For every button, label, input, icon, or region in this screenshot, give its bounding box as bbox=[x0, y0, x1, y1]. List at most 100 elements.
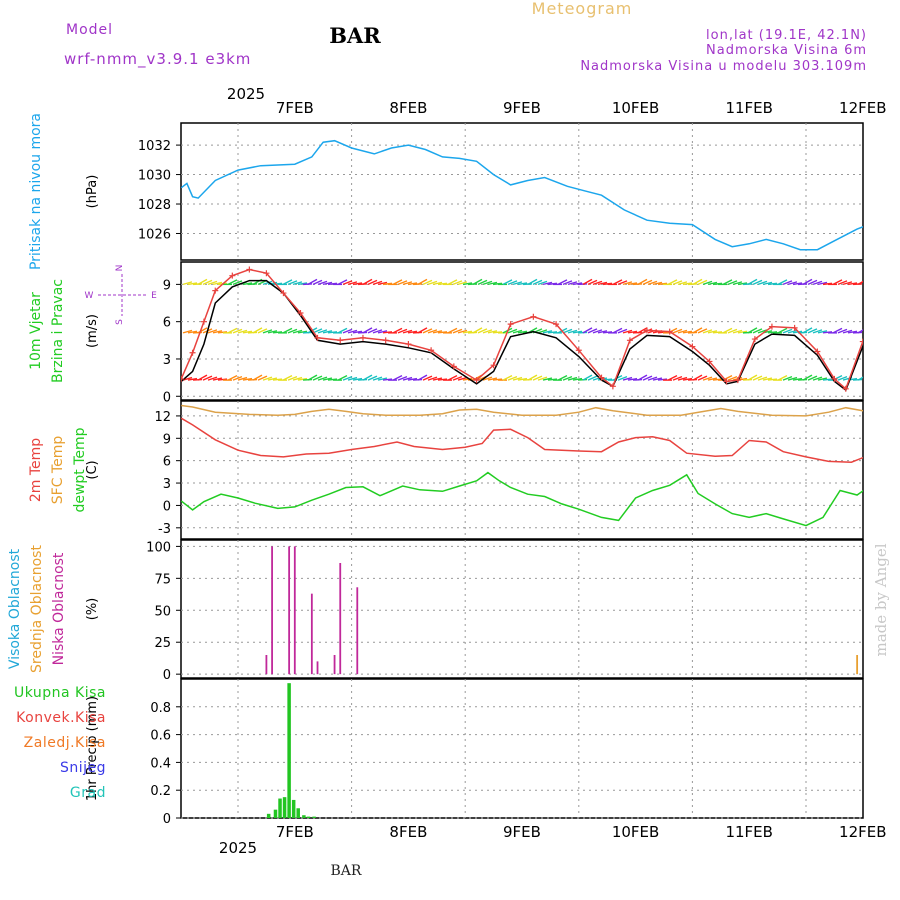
wind-barb bbox=[857, 280, 863, 285]
wind-barb bbox=[187, 377, 198, 381]
wind-barb bbox=[502, 374, 513, 381]
wind-barb bbox=[267, 377, 278, 381]
wind-barb bbox=[457, 376, 468, 381]
wind-barb bbox=[652, 377, 663, 381]
pressure-side-label: Pritisak na nivou mora bbox=[28, 113, 44, 270]
clouds-bar bbox=[316, 661, 319, 675]
wind-barb bbox=[572, 282, 583, 286]
wind-barb bbox=[807, 328, 818, 334]
wind-barb bbox=[272, 378, 283, 381]
wind-barb bbox=[377, 281, 388, 286]
temperature-series-2 bbox=[181, 471, 863, 527]
wind-barb bbox=[632, 331, 643, 334]
wind-barb bbox=[597, 330, 608, 334]
wind-barb bbox=[437, 331, 448, 334]
y-tick-label: 1030 bbox=[138, 169, 171, 184]
precip-bar bbox=[278, 798, 282, 818]
wind-barb bbox=[777, 327, 788, 334]
y-tick-label: 1026 bbox=[138, 227, 171, 242]
gust-marker bbox=[263, 270, 270, 277]
bottom-date-label: 10FEB bbox=[612, 823, 659, 841]
temperature-series-0 bbox=[181, 404, 863, 417]
gust-marker bbox=[723, 378, 730, 385]
wind-barb bbox=[697, 375, 708, 381]
wind-barb bbox=[342, 375, 353, 381]
wind-barb bbox=[537, 329, 548, 334]
wind-barb bbox=[447, 374, 458, 381]
temperature-side-label: dewpt Temp bbox=[72, 427, 88, 512]
wind-barb bbox=[367, 328, 378, 334]
wind-barb bbox=[297, 330, 308, 334]
wind-barb bbox=[417, 278, 428, 285]
top-year-label: 2025 bbox=[227, 85, 265, 103]
temperature-side-label: 2m Temp bbox=[28, 438, 44, 502]
wind-barb bbox=[252, 327, 263, 334]
wind-barb bbox=[457, 281, 468, 286]
wind-barb bbox=[812, 376, 823, 381]
wind-barb bbox=[657, 378, 668, 381]
wind-barb bbox=[782, 280, 793, 286]
gust-marker bbox=[831, 375, 838, 382]
wind-barb bbox=[407, 377, 418, 381]
wind-barb bbox=[582, 374, 593, 381]
bottom-date-label: 9FEB bbox=[503, 823, 541, 841]
gust-marker bbox=[706, 358, 713, 365]
gust-marker bbox=[666, 328, 673, 335]
wind-barb bbox=[407, 330, 418, 334]
wind-barb bbox=[262, 329, 273, 334]
wind-barb bbox=[327, 282, 338, 286]
y-tick-label: 0 bbox=[163, 499, 171, 514]
wind-barb bbox=[372, 280, 383, 286]
wind-barb bbox=[357, 378, 368, 381]
wind-barb bbox=[587, 279, 598, 286]
wind-barb bbox=[367, 375, 378, 381]
wind-barb bbox=[347, 329, 358, 334]
wind-panel: 0 3 6 9 (m/s) bbox=[85, 261, 864, 405]
wind-barb bbox=[272, 282, 283, 286]
wind-barb bbox=[602, 331, 613, 334]
clouds-side-label: Visoka Oblacnost bbox=[7, 548, 23, 669]
wind-barb bbox=[432, 377, 443, 381]
gust-marker bbox=[189, 349, 196, 356]
wind-barb bbox=[352, 282, 363, 286]
gust-marker bbox=[200, 318, 207, 325]
wind-barb bbox=[782, 328, 793, 334]
wind-barb bbox=[612, 279, 623, 286]
model-elevation-label: Nadmorska Visina u modelu 303.109m bbox=[580, 59, 867, 74]
precip-legend-label: Konvek.Kisa bbox=[16, 710, 106, 726]
gust-marker bbox=[490, 362, 497, 369]
precip-bar bbox=[266, 813, 271, 818]
wind-barb bbox=[582, 327, 593, 334]
wind-barb bbox=[652, 281, 663, 286]
top-date-labels: 7FEB 8FEB 9FEB 10FEB 11FEB 12FEB bbox=[276, 99, 887, 117]
wind-barb bbox=[372, 376, 383, 381]
y-tick-label: 25 bbox=[154, 636, 171, 651]
wind-barb bbox=[577, 283, 588, 286]
wind-barb bbox=[302, 283, 313, 286]
wind-barb bbox=[247, 378, 258, 381]
wind-barb bbox=[417, 327, 428, 334]
wind-barb bbox=[757, 329, 768, 334]
clouds-bar bbox=[271, 546, 273, 675]
wind-barb bbox=[242, 282, 253, 286]
wind-barb bbox=[647, 376, 658, 381]
wind-barb bbox=[357, 331, 368, 334]
wind-barb bbox=[822, 282, 833, 286]
gust-marker bbox=[643, 327, 650, 334]
wind-barb bbox=[802, 327, 813, 334]
gust-marker bbox=[181, 375, 185, 382]
wind-barb bbox=[477, 328, 488, 334]
wind-barb bbox=[337, 327, 348, 334]
wind-barb bbox=[557, 374, 568, 381]
wind-side-label: Brzina i Pravac bbox=[50, 279, 66, 383]
top-date-label: 11FEB bbox=[725, 99, 772, 117]
wind-compass: N S W E bbox=[85, 265, 158, 325]
wind-barb bbox=[667, 279, 678, 286]
y-tick-label: 6 bbox=[163, 316, 171, 331]
wind-barb bbox=[847, 330, 858, 334]
wind-barb bbox=[567, 329, 578, 334]
wind-barb bbox=[397, 375, 408, 381]
wind-barb bbox=[792, 330, 803, 334]
wind-barb bbox=[532, 279, 543, 286]
